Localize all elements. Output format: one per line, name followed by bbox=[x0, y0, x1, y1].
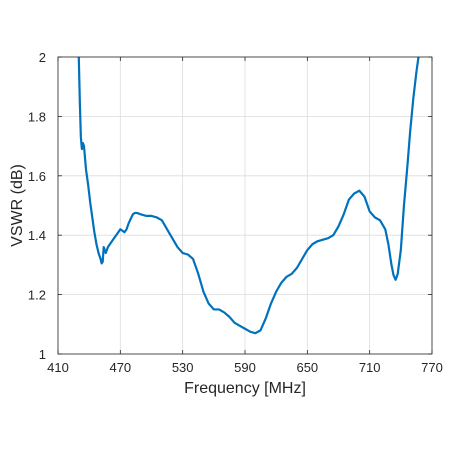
x-tick-label: 770 bbox=[421, 360, 443, 375]
x-tick-label: 650 bbox=[296, 360, 318, 375]
y-axis-title: VSWR (dB) bbox=[9, 164, 26, 247]
y-tick-label: 1.2 bbox=[28, 288, 46, 303]
x-tick-label: 410 bbox=[47, 360, 69, 375]
x-axis-title: Frequency [MHz] bbox=[184, 380, 306, 397]
data-series bbox=[77, 57, 420, 335]
x-tick-label: 590 bbox=[234, 360, 256, 375]
y-tick-label: 1 bbox=[39, 347, 46, 362]
x-tick-label: 470 bbox=[109, 360, 131, 375]
y-tick-label: 2 bbox=[39, 50, 46, 65]
tick-marks bbox=[57, 56, 433, 355]
y-tick-label: 1.6 bbox=[28, 169, 46, 184]
x-tick-label: 710 bbox=[359, 360, 381, 375]
vswr-series-line bbox=[77, 57, 420, 335]
y-tick-label: 1.8 bbox=[28, 109, 46, 124]
y-tick-label: 1.4 bbox=[28, 228, 46, 243]
x-tick-label: 530 bbox=[172, 360, 194, 375]
tick-labels: 410 470 530 590 650 710 770 1 1.2 1.4 1.6 1.8 2 bbox=[28, 50, 443, 375]
